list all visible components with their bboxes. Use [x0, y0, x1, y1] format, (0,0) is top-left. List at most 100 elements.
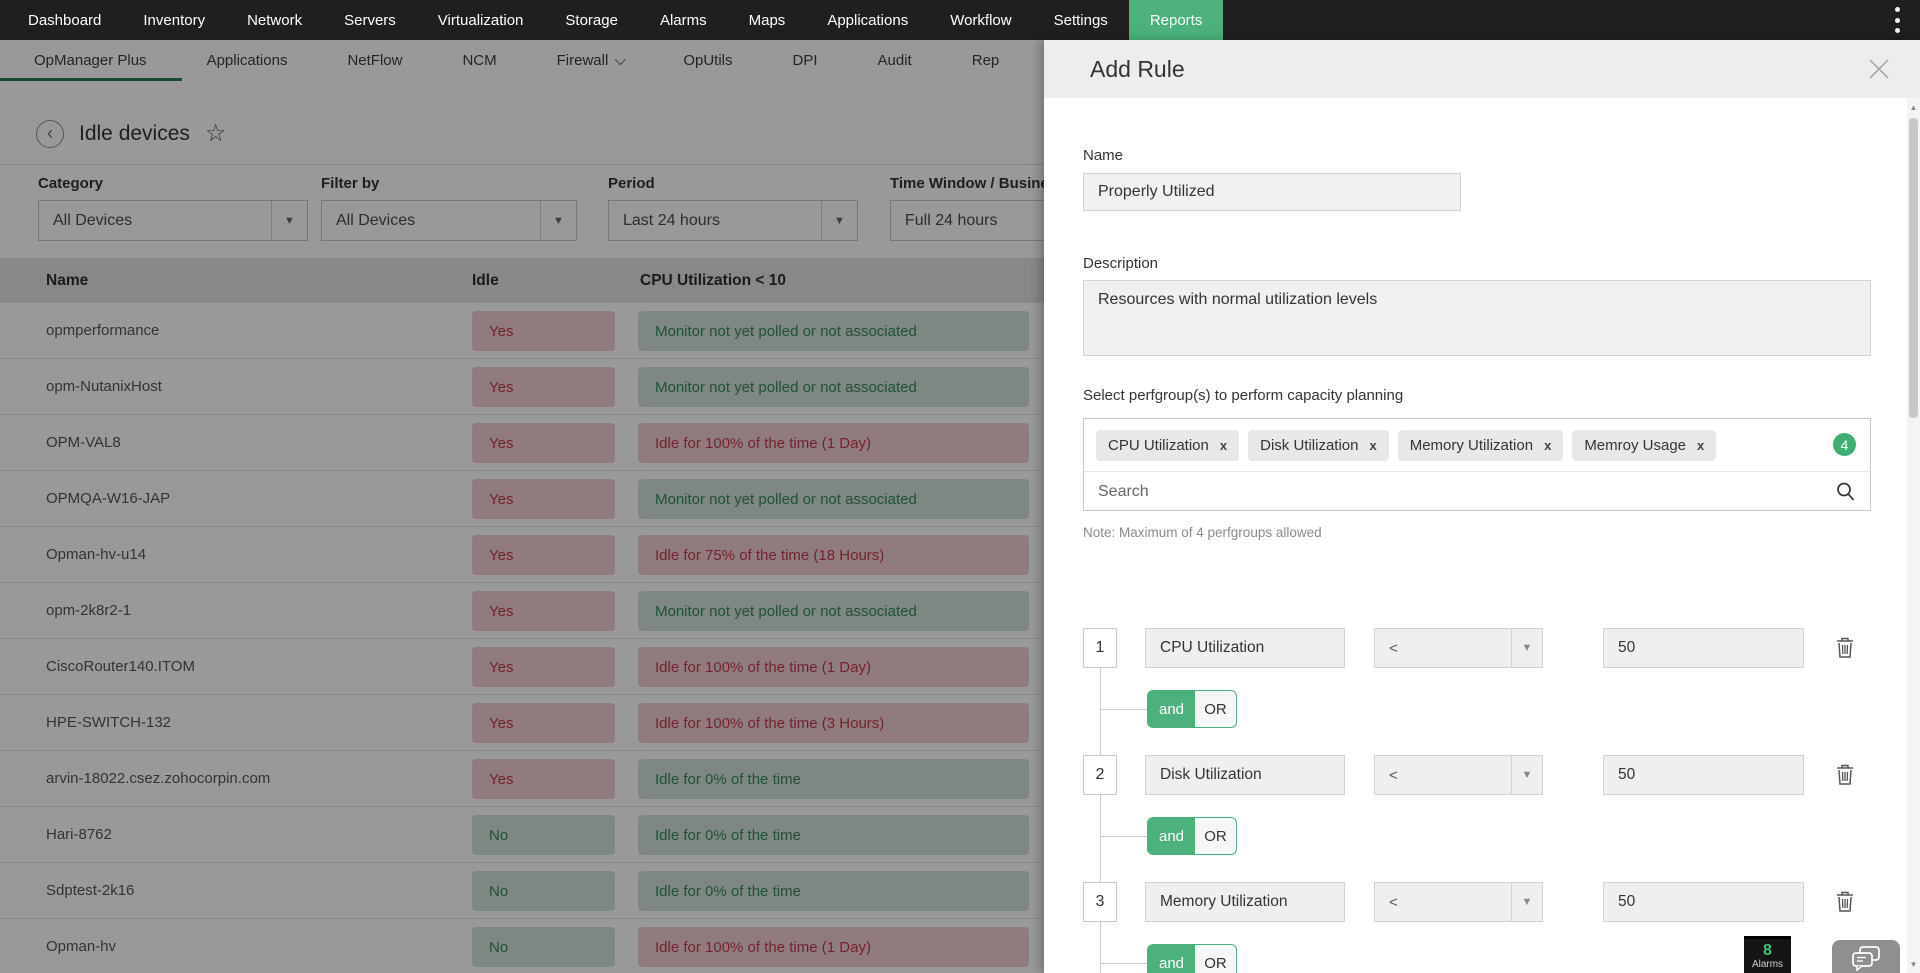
- toggle-and[interactable]: and: [1148, 818, 1195, 854]
- remove-tag-icon[interactable]: x: [1369, 437, 1377, 453]
- category-select[interactable]: All Devices ▼: [38, 200, 308, 241]
- tab-opmanager-plus[interactable]: OpManager Plus: [34, 52, 147, 69]
- favorite-star-icon[interactable]: ☆: [204, 120, 227, 147]
- tab-label: NetFlow: [347, 52, 403, 69]
- cpu-status-badge: Idle for 75% of the time (18 Hours): [638, 535, 1029, 575]
- cpu-status-badge: Monitor not yet polled or not associated: [638, 591, 1029, 631]
- divider: [0, 164, 1920, 165]
- column-header-name[interactable]: Name: [46, 271, 89, 289]
- idle-badge: No: [472, 815, 615, 855]
- tab-oputils[interactable]: OpUtils: [683, 52, 732, 69]
- description-textarea[interactable]: Resources with normal utilization levels: [1083, 280, 1871, 356]
- rule-threshold-input[interactable]: 50: [1603, 628, 1804, 668]
- close-icon[interactable]: [1864, 54, 1894, 84]
- nav-workflow[interactable]: Workflow: [950, 11, 1012, 29]
- chat-bubbles-icon: [1852, 946, 1880, 972]
- filterby-select[interactable]: All Devices ▼: [321, 200, 577, 241]
- chat-button[interactable]: [1832, 940, 1900, 973]
- tab-firewall[interactable]: Firewall: [556, 52, 627, 69]
- nav-settings[interactable]: Settings: [1053, 11, 1108, 29]
- scroll-down-icon[interactable]: ▼: [1909, 959, 1918, 969]
- nav-reports[interactable]: Reports: [1128, 0, 1224, 40]
- tag-label: Memroy Usage: [1584, 436, 1687, 454]
- remove-tag-icon[interactable]: x: [1697, 437, 1705, 453]
- remove-tag-icon[interactable]: x: [1544, 437, 1552, 453]
- rule-metric-input[interactable]: CPU Utilization: [1145, 628, 1345, 668]
- and-or-toggle[interactable]: and OR: [1147, 690, 1237, 728]
- delete-rule-trash-icon[interactable]: [1836, 891, 1854, 913]
- delete-rule-trash-icon[interactable]: [1836, 764, 1854, 786]
- and-or-toggle[interactable]: and OR: [1147, 944, 1237, 973]
- delete-rule-trash-icon[interactable]: [1836, 637, 1854, 659]
- time-window-value: Full 24 hours: [905, 211, 998, 229]
- panel-header: Add Rule: [1044, 40, 1920, 98]
- toggle-and[interactable]: and: [1148, 691, 1195, 727]
- chevron-down-icon: ▼: [540, 201, 576, 240]
- filterby-value: All Devices: [336, 211, 416, 229]
- toggle-and[interactable]: and: [1148, 945, 1195, 973]
- nav-applications[interactable]: Applications: [827, 11, 909, 29]
- period-value: Last 24 hours: [623, 211, 720, 229]
- tab-ncm[interactable]: NCM: [462, 52, 496, 69]
- panel-scrollbar[interactable]: ▲ ▼: [1907, 98, 1920, 973]
- perfgroup-label: Select perfgroup(s) to perform capacity …: [1083, 387, 1404, 404]
- alarms-floating-badge[interactable]: 8 Alarms: [1744, 936, 1791, 973]
- report-title-row: ‹ Idle devices ☆: [36, 119, 226, 148]
- tab-reports-truncated[interactable]: Rep: [972, 52, 1000, 69]
- search-icon[interactable]: [1835, 481, 1856, 502]
- toggle-or[interactable]: OR: [1204, 827, 1227, 845]
- rule-operator-select[interactable]: < ▼: [1374, 882, 1543, 922]
- device-name: Opman-hv-u14: [46, 546, 147, 563]
- nav-maps[interactable]: Maps: [748, 11, 786, 29]
- column-header-idle[interactable]: Idle: [472, 271, 499, 289]
- scroll-up-icon[interactable]: ▲: [1909, 102, 1918, 112]
- scrollbar-thumb[interactable]: [1909, 118, 1918, 418]
- rule-conditions: 1 CPU Utilization < ▼ 50 and OR: [1083, 628, 1883, 973]
- and-or-toggle[interactable]: and OR: [1147, 817, 1237, 855]
- period-select[interactable]: Last 24 hours ▼: [608, 200, 858, 241]
- back-button[interactable]: ‹: [36, 119, 64, 148]
- name-label: Name: [1083, 147, 1124, 164]
- rule-name-input[interactable]: Properly Utilized: [1083, 173, 1461, 211]
- nav-storage[interactable]: Storage: [565, 11, 618, 29]
- rule-threshold-input[interactable]: 50: [1603, 755, 1804, 795]
- main-navbar: Dashboard Inventory Network Servers Virt…: [0, 0, 1920, 40]
- tab-audit[interactable]: Audit: [878, 52, 912, 69]
- alarm-label: Alarms: [1751, 959, 1784, 971]
- nav-servers[interactable]: Servers: [344, 11, 396, 29]
- tag-count-badge: 4: [1833, 433, 1856, 456]
- remove-tag-icon[interactable]: x: [1219, 437, 1228, 453]
- tab-label: OpUtils: [683, 52, 733, 69]
- tab-dpi[interactable]: DPI: [793, 52, 818, 69]
- tab-netflow[interactable]: NetFlow: [347, 52, 402, 69]
- alarm-count: 8: [1763, 941, 1772, 959]
- nav-virtualization[interactable]: Virtualization: [437, 11, 524, 29]
- rule-threshold-input[interactable]: 50: [1603, 882, 1804, 922]
- tab-applications[interactable]: Applications: [207, 52, 288, 69]
- tab-label: Firewall: [556, 52, 609, 69]
- active-tab-underline: [0, 78, 182, 81]
- rule-operator-select[interactable]: < ▼: [1374, 755, 1543, 795]
- nav-dashboard[interactable]: Dashboard: [28, 11, 102, 29]
- rule-metric-input[interactable]: Memory Utilization: [1145, 882, 1345, 922]
- toggle-or[interactable]: OR: [1204, 700, 1227, 718]
- rule-metric-input[interactable]: Disk Utilization: [1145, 755, 1345, 795]
- perfgroup-search-input[interactable]: [1098, 482, 1835, 501]
- device-name: Sdptest-2k16: [46, 882, 135, 899]
- filter-label: Time Window / Busines: [890, 175, 1058, 192]
- cpu-status-badge: Idle for 0% of the time: [638, 759, 1029, 799]
- device-name: Hari-8762: [46, 826, 112, 843]
- nav-inventory[interactable]: Inventory: [143, 11, 206, 29]
- page-title: Idle devices: [79, 121, 190, 145]
- kebab-menu-icon[interactable]: [1888, 7, 1906, 33]
- nav-network[interactable]: Network: [247, 11, 303, 29]
- rule-operator-select[interactable]: < ▼: [1374, 628, 1543, 668]
- column-header-cpu[interactable]: CPU Utilization < 10: [640, 271, 786, 289]
- nav-alarms[interactable]: Alarms: [659, 11, 707, 29]
- chevron-down-icon: ▼: [821, 201, 857, 240]
- connector-line: [1100, 963, 1147, 964]
- panel-body: Name Properly Utilized Description Resou…: [1044, 98, 1920, 973]
- tab-label: Applications: [206, 52, 288, 69]
- rule-index: 1: [1083, 628, 1117, 668]
- toggle-or[interactable]: OR: [1204, 954, 1227, 972]
